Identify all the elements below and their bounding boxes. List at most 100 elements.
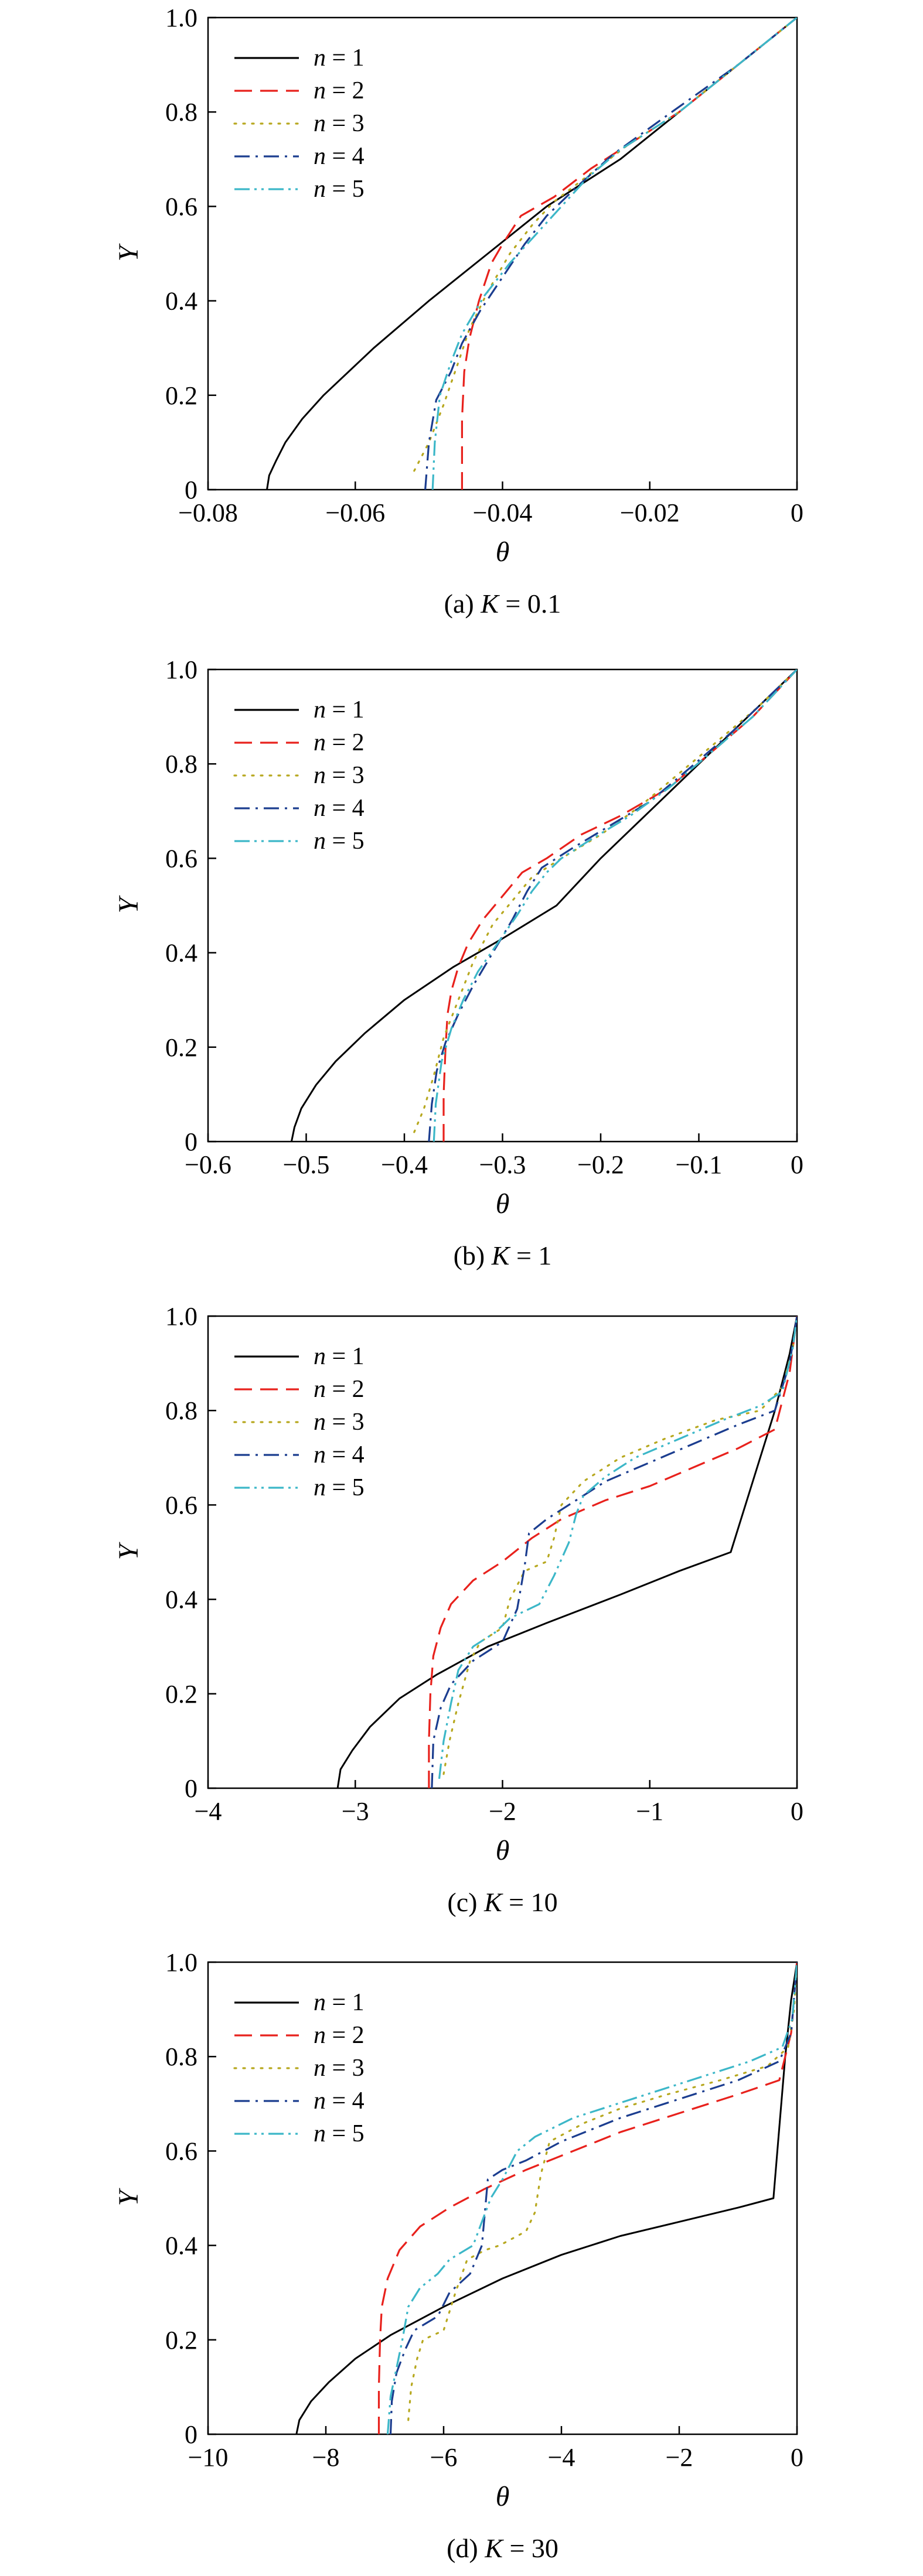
series-line-n5 <box>386 1962 797 2434</box>
x-tick-label: −0.5 <box>283 1150 330 1179</box>
y-tick-label: 0.4 <box>165 287 197 316</box>
panel-caption: (d) K = 30 <box>447 2533 558 2563</box>
legend-label-n4: n = 4 <box>314 795 365 822</box>
legend-label-n1: n = 1 <box>314 1989 365 2016</box>
y-tick-label: 1.0 <box>165 655 197 684</box>
legend: n = 1 n = 2 n = 3 n = 4 n = 5 <box>233 1343 365 1501</box>
series-line-n3 <box>442 1316 797 1775</box>
series-line-n3 <box>413 669 797 1133</box>
series-line-n5 <box>438 1316 797 1779</box>
legend: n = 1 n = 2 n = 3 n = 4 n = 5 <box>233 1989 365 2147</box>
x-axis-label: θ <box>496 537 510 568</box>
y-axis-label: Y <box>113 1542 144 1560</box>
x-tick-label: −2 <box>666 2443 693 2472</box>
legend-label-n1: n = 1 <box>314 1343 365 1370</box>
y-tick-label: 0.6 <box>165 192 197 221</box>
y-tick-label: 0.2 <box>165 1033 197 1062</box>
x-tick-label: 0 <box>791 1797 803 1826</box>
legend-label-n2: n = 2 <box>314 1376 365 1403</box>
x-tick-label: −10 <box>188 2443 229 2472</box>
series-line-n1 <box>266 18 797 490</box>
series-line-n1 <box>295 1962 797 2434</box>
y-tick-label: 0.4 <box>165 2232 197 2260</box>
legend-label-n3: n = 3 <box>314 110 365 137</box>
y-tick-label: 0.8 <box>165 1396 197 1425</box>
x-axis-label: θ <box>496 2481 510 2512</box>
x-tick-label: −4 <box>548 2443 575 2472</box>
x-tick-label: −0.08 <box>178 498 238 527</box>
legend: n = 1 n = 2 n = 3 n = 4 n = 5 <box>233 45 365 203</box>
x-tick-label: −0.06 <box>325 498 385 527</box>
x-tick-label: −1 <box>636 1797 663 1826</box>
series-line-n4 <box>389 1962 797 2434</box>
legend-label-n3: n = 3 <box>314 1409 365 1436</box>
y-tick-label: 0.2 <box>165 381 197 410</box>
legend-label-n1: n = 1 <box>314 45 365 71</box>
y-tick-label: 0 <box>185 476 197 504</box>
series-line-n1 <box>336 1316 797 1788</box>
x-tick-label: −0.1 <box>676 1150 723 1179</box>
y-axis-label: Y <box>113 243 144 261</box>
legend-label-n4: n = 4 <box>314 143 365 170</box>
legend-label-n4: n = 4 <box>314 1441 365 1468</box>
y-tick-label: 0.4 <box>165 1586 197 1614</box>
y-tick-label: 0.8 <box>165 750 197 778</box>
legend-label-n5: n = 5 <box>314 828 365 855</box>
chart-panel-2: −0.6 −0.5 −0.4 −0.3 −0.2 −0.1 0 0 0.2 0.4 0.6 0.8 1.… <box>113 655 803 1270</box>
legend-label-n2: n = 2 <box>314 2022 365 2049</box>
series-line-n4 <box>428 669 797 1142</box>
y-tick-label: 0.6 <box>165 844 197 873</box>
panel-caption: (c) K = 10 <box>447 1887 557 1917</box>
x-tick-label: 0 <box>791 498 803 527</box>
series-line-n2 <box>428 1316 797 1788</box>
legend-label-n5: n = 5 <box>314 2120 365 2147</box>
y-axis-label: Y <box>113 895 144 913</box>
x-tick-label: −6 <box>430 2443 458 2472</box>
x-tick-label: 0 <box>791 1150 803 1179</box>
x-tick-label: −0.4 <box>381 1150 428 1179</box>
chart-panel-4: −10 −8 −6 −4 −2 0 0 0.2 0.4 0.6 0.8 1.0 θ Yn = 1 n = 2… <box>113 1948 803 2563</box>
series-line-n4 <box>431 1316 797 1788</box>
legend-label-n2: n = 2 <box>314 77 365 104</box>
legend-label-n5: n = 5 <box>314 176 365 203</box>
legend-label-n3: n = 3 <box>314 762 365 789</box>
x-axis-label: θ <box>496 1835 510 1866</box>
series-line-n5 <box>432 669 797 1142</box>
plot-frame <box>207 1315 798 1789</box>
series-line-n3 <box>413 18 797 472</box>
x-axis-label: θ <box>496 1188 510 1219</box>
legend-label-n1: n = 1 <box>314 696 365 723</box>
legend: n = 1 n = 2 n = 3 n = 4 n = 5 <box>233 696 365 855</box>
y-tick-label: 0.4 <box>165 939 197 968</box>
y-tick-label: 0 <box>185 1774 197 1803</box>
y-tick-label: 0.6 <box>165 2137 197 2165</box>
series-line-n3 <box>407 1962 797 2421</box>
x-tick-label: −0.02 <box>620 498 680 527</box>
x-tick-label: −8 <box>312 2443 340 2472</box>
panel-caption: (a) K = 0.1 <box>444 589 561 619</box>
plot-frame <box>207 1961 798 2435</box>
y-tick-label: 1.0 <box>165 1302 197 1331</box>
x-tick-label: −4 <box>195 1797 222 1826</box>
x-tick-label: −3 <box>342 1797 369 1826</box>
y-tick-label: 0 <box>185 2420 197 2449</box>
panel-caption: (b) K = 1 <box>454 1241 552 1270</box>
x-tick-label: −0.3 <box>479 1150 526 1179</box>
x-tick-label: −0.04 <box>473 498 533 527</box>
y-tick-label: 0.6 <box>165 1491 197 1519</box>
x-tick-label: −2 <box>489 1797 516 1826</box>
legend-label-n5: n = 5 <box>314 1474 365 1501</box>
y-tick-label: 1.0 <box>165 1948 197 1977</box>
chart-panel-1: −0.08 −0.06 −0.04 −0.02 0 0 0.2 0.4 0.6 0.8 1.0 θ Yn… <box>113 4 803 619</box>
legend-label-n4: n = 4 <box>314 2088 365 2114</box>
series-line-n5 <box>431 18 797 490</box>
series-line-n4 <box>424 18 797 490</box>
series-line-n2 <box>377 1962 797 2434</box>
series-line-n2 <box>442 669 797 1142</box>
series-line-n1 <box>290 669 797 1142</box>
y-tick-label: 0.8 <box>165 98 197 127</box>
y-tick-label: 1.0 <box>165 4 197 32</box>
y-tick-label: 0 <box>185 1128 197 1156</box>
